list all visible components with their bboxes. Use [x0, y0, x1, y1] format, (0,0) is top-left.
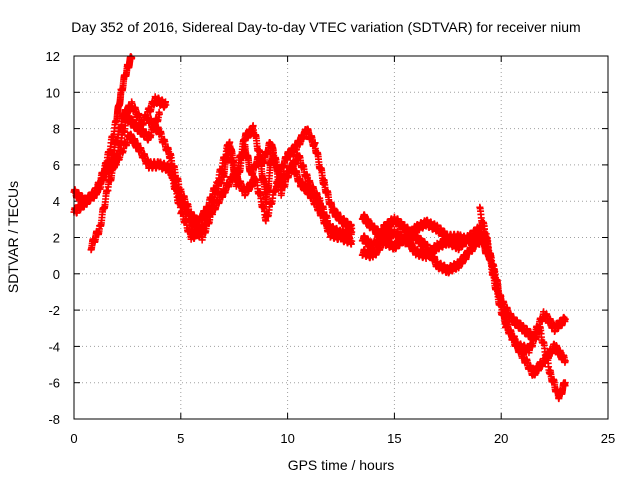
- y-tick-label: 6: [53, 158, 60, 173]
- y-tick-label: 4: [53, 194, 60, 209]
- data-point: [348, 224, 356, 232]
- series-trace-12: [482, 237, 569, 403]
- y-tick-label: -6: [48, 376, 60, 391]
- y-axis-label: SDTVAR / TECUs: [5, 181, 21, 293]
- y-tick-label: -4: [48, 339, 60, 354]
- plot-area: [70, 53, 569, 403]
- x-tick-label: 0: [70, 431, 77, 446]
- y-tick-label: 0: [53, 267, 60, 282]
- y-tick-label: 8: [53, 122, 60, 137]
- y-tick-label: 10: [46, 85, 60, 100]
- x-axis-label: GPS time / hours: [288, 457, 395, 473]
- series-trace-8: [358, 213, 490, 277]
- data-point: [561, 357, 569, 365]
- y-tick-label: 12: [46, 49, 60, 64]
- x-tick-label: 5: [177, 431, 184, 446]
- chart-title: Day 352 of 2016, Sidereal Day-to-day VTE…: [71, 19, 580, 35]
- data-point: [162, 101, 170, 109]
- y-tick-label: -2: [48, 303, 60, 318]
- series-trace-6: [166, 138, 356, 248]
- data-point: [561, 315, 569, 323]
- series-trace-2: [70, 93, 170, 217]
- series-trace-11: [480, 222, 569, 379]
- data-point: [155, 110, 163, 118]
- x-tick-label: 15: [387, 431, 401, 446]
- y-tick-label: -8: [48, 412, 60, 427]
- data-point: [198, 227, 206, 235]
- data-point: [128, 54, 136, 62]
- x-tick-label: 10: [280, 431, 294, 446]
- axis-ticks: 0 5 10 15 20 25 -8 -6 -4 -2 0 2 4 6 8 10 12: [46, 49, 616, 446]
- x-tick-label: 25: [601, 431, 615, 446]
- data-point: [348, 237, 356, 245]
- plot-frame: [73, 55, 609, 420]
- y-tick-label: 2: [53, 231, 60, 246]
- x-tick-label: 20: [494, 431, 508, 446]
- data-point: [561, 379, 569, 387]
